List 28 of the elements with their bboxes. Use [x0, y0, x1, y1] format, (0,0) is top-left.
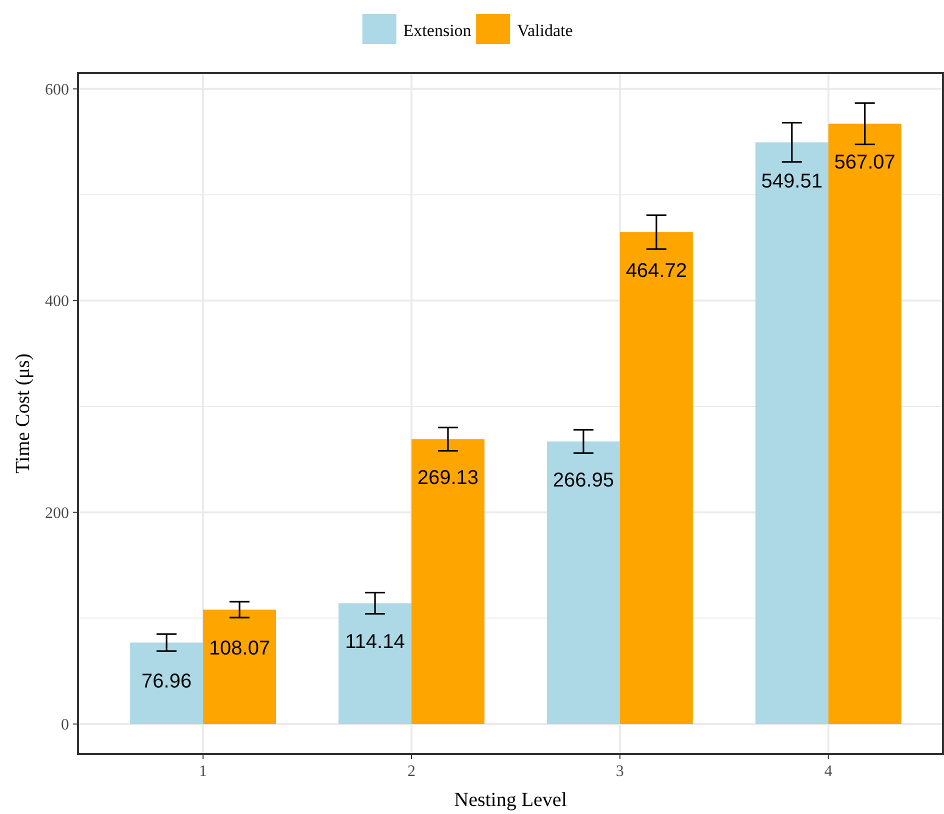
bar [755, 142, 828, 724]
data-label: 567.07 [834, 152, 896, 174]
x-tick-label: 3 [616, 763, 624, 780]
data-label: 464.72 [626, 260, 687, 282]
data-label: 269.13 [417, 467, 479, 490]
data-label: 114.14 [345, 631, 405, 654]
data-label: 108.07 [208, 638, 270, 660]
y-tick-label: 200 [45, 504, 69, 522]
data-label: 549.51 [761, 170, 822, 192]
bar [203, 610, 276, 724]
legend-label: Extension [403, 21, 472, 40]
bar [130, 642, 204, 724]
x-tick-label: 4 [824, 763, 832, 780]
x-tick-label: 2 [407, 763, 416, 780]
bar [338, 603, 412, 724]
y-tick-label: 600 [45, 81, 69, 98]
x-tick-label: 1 [199, 763, 208, 780]
y-tick-label: 0 [61, 716, 69, 734]
bar [411, 439, 484, 724]
y-axis-title: Time Cost (μs) [12, 353, 34, 474]
bar [620, 232, 693, 724]
data-label: 76.96 [142, 670, 192, 693]
x-axis-title: Nesting Level [454, 789, 568, 811]
bar [546, 441, 620, 724]
y-tick-label: 400 [45, 293, 69, 310]
legend-label: Validate [517, 21, 573, 40]
bar [828, 124, 902, 724]
data-label: 266.95 [552, 469, 614, 492]
